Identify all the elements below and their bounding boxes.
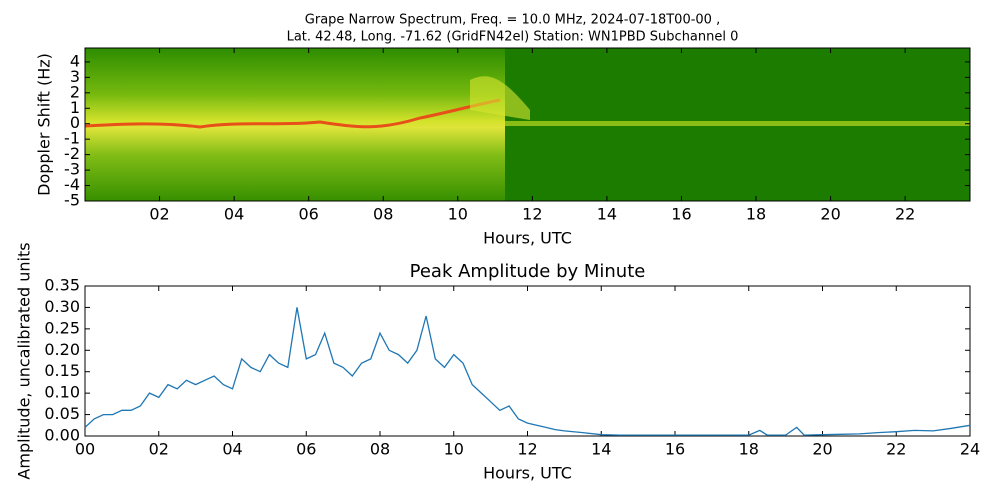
- x-tick-label: 14: [591, 440, 611, 459]
- chart-title: Lat. 42.48, Long. -71.62 (GridFN42el) St…: [287, 30, 739, 45]
- x-tick-label: 06: [298, 205, 318, 224]
- x-tick-label: 14: [597, 205, 617, 224]
- x-axis-label: Hours, UTC: [483, 464, 572, 483]
- x-tick-label: 20: [812, 440, 832, 459]
- x-tick-label: 20: [820, 205, 840, 224]
- x-tick-label: 10: [448, 205, 468, 224]
- x-axis-label: Hours, UTC: [483, 229, 572, 248]
- x-tick-label: 02: [149, 205, 169, 224]
- x-tick-label: 04: [222, 440, 242, 459]
- data-line: [84, 307, 971, 436]
- y-tick-label: -2: [64, 144, 80, 163]
- x-tick-label: 22: [886, 440, 906, 459]
- y-tick-label: 0.35: [44, 276, 80, 295]
- y-tick-label: 0.15: [44, 361, 80, 380]
- y-tick-label: 0.05: [44, 404, 80, 423]
- y-tick-label: 0.30: [44, 297, 80, 316]
- x-tick-label: 04: [224, 205, 244, 224]
- x-tick-label: 12: [517, 440, 537, 459]
- x-tick-label: 08: [373, 205, 393, 224]
- y-tick-label: -4: [64, 175, 80, 194]
- x-tick-label: 16: [671, 205, 691, 224]
- y-tick-label: -5: [64, 191, 80, 210]
- chart-title: Peak Amplitude by Minute: [410, 261, 646, 282]
- y-tick-label: 0.00: [44, 426, 80, 445]
- y-tick-label: 1: [70, 98, 80, 117]
- y-tick-label: 0: [70, 113, 80, 132]
- spectrogram-image: [84, 48, 970, 201]
- x-tick-label: 18: [746, 205, 766, 224]
- x-tick-label: 02: [149, 440, 169, 459]
- x-tick-label: 24: [960, 440, 980, 459]
- x-tick-label: 22: [895, 205, 915, 224]
- x-tick-label: 16: [665, 440, 685, 459]
- y-tick-label: 0.10: [44, 383, 80, 402]
- x-tick-label: 08: [370, 440, 390, 459]
- x-tick-label: 12: [522, 205, 542, 224]
- y-tick-label: 0.20: [44, 340, 80, 359]
- chart-title: Grape Narrow Spectrum, Freq. = 10.0 MHz,…: [305, 13, 720, 28]
- y-axis-label: Amplitude, uncalibrated units: [15, 242, 34, 479]
- x-tick-label: 06: [296, 440, 316, 459]
- x-tick-label: 18: [739, 440, 759, 459]
- plot-frame: [84, 47, 971, 202]
- y-tick-label: -1: [64, 129, 80, 148]
- x-tick-label: 00: [75, 440, 95, 459]
- y-tick-label: 4: [70, 51, 80, 70]
- y-tick-label: 2: [70, 82, 80, 101]
- y-tick-label: 3: [70, 67, 80, 86]
- x-tick-label: 10: [444, 440, 464, 459]
- y-tick-label: -3: [64, 160, 80, 179]
- y-axis-label: Doppler Shift (Hz): [35, 53, 54, 196]
- plot-frame: [84, 285, 971, 437]
- y-tick-label: 0.25: [44, 318, 80, 337]
